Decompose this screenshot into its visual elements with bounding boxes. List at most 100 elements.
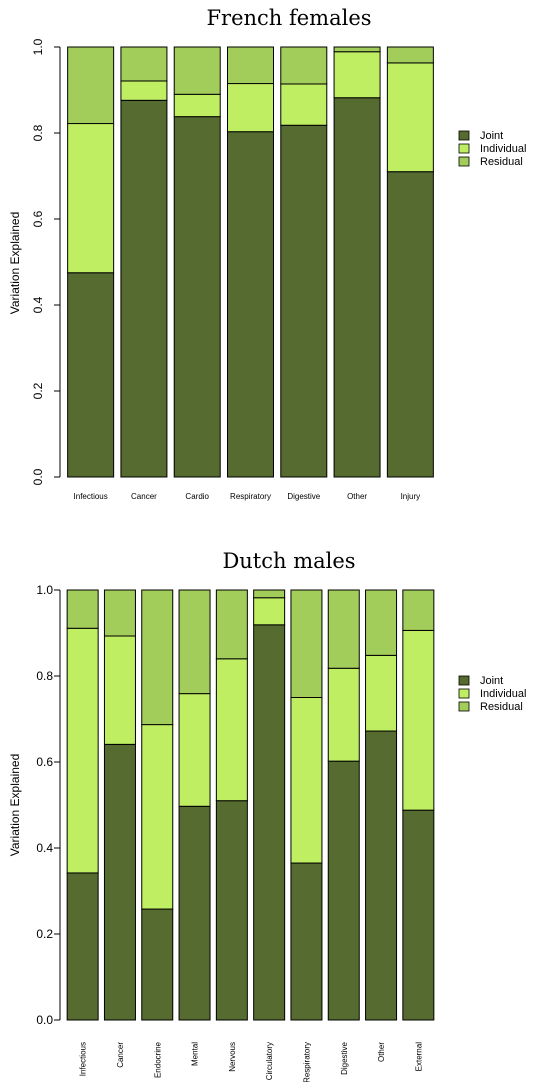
dutch-bar-segment-individual: [253, 597, 286, 626]
french-x-tick-label: Cardio: [185, 492, 209, 501]
french-y-tick-label: 1.0: [31, 38, 45, 55]
dutch-y-tick-label: 0.4: [36, 841, 53, 855]
french-y-tick-label: 0.8: [31, 124, 45, 141]
dutch-bar-segment-joint: [253, 624, 286, 1021]
dutch-legend-label-joint: Joint: [480, 675, 503, 687]
french-x-tick-label: Injury: [401, 492, 421, 501]
dutch-bar-segment-residual: [327, 589, 360, 669]
dutch-bar-segment-individual: [178, 693, 211, 807]
dutch-y-tick-label: 0.0: [36, 1013, 53, 1027]
dutch-bar-segment-individual: [103, 635, 136, 745]
dutch-bar-segment-individual: [365, 654, 398, 732]
dutch-bar-segment-joint: [327, 760, 360, 1021]
french-bar-segment-residual: [280, 46, 328, 85]
dutch-x-tick-label: Other: [377, 1042, 386, 1062]
dutch-x-tick-label: Mental: [191, 1042, 200, 1066]
dutch-legend-swatch-residual: [458, 701, 470, 712]
dutch-bar-segment-residual: [141, 589, 174, 726]
french-bar-segment-residual: [333, 46, 381, 53]
dutch-x-tick-label: Respiratory: [302, 1042, 311, 1082]
dutch-bar-segment-joint: [103, 743, 136, 1021]
french-bar-segment-residual: [386, 46, 434, 64]
french-legend-label-joint: Joint: [480, 130, 503, 142]
dutch-bar-segment-individual: [402, 629, 435, 811]
french-x-tick-label: Infectious: [74, 492, 108, 501]
dutch-bar-segment-individual: [66, 627, 99, 874]
dutch-bar-segment-individual: [290, 697, 323, 864]
french-bar-segment-individual: [120, 80, 168, 101]
french-y-tick-label: 0.0: [31, 468, 45, 485]
french-bar-segment-individual: [173, 93, 221, 118]
french-legend-label-residual: Residual: [480, 156, 523, 168]
dutch-bar-segment-residual: [402, 589, 435, 631]
french-x-tick-label: Respiratory: [230, 492, 271, 501]
french-bar-segment-joint: [67, 272, 115, 478]
dutch-bar-segment-individual: [215, 658, 248, 802]
dutch-bar-segment-joint: [215, 800, 248, 1021]
french-bar-segment-residual: [227, 46, 274, 85]
french-y-axis-label: Variation Explained: [8, 212, 22, 315]
french-x-tick-label: Other: [347, 492, 367, 501]
french-bar-segment-joint: [386, 171, 434, 478]
dutch-bar-segment-joint: [365, 730, 398, 1021]
dutch-x-tick-label: External: [414, 1042, 423, 1072]
french-bar-segment-individual: [386, 62, 434, 173]
dutch-bar-segment-residual: [365, 589, 398, 656]
dutch-bar-segment-joint: [290, 862, 323, 1021]
dutch-x-tick-label: Endocrine: [153, 1041, 162, 1078]
french-bar-segment-joint: [173, 116, 221, 478]
dutch-x-tick-label: Infectious: [79, 1042, 88, 1076]
dutch-bar-segment-residual: [66, 589, 99, 629]
dutch-bar-segment-individual: [141, 724, 174, 910]
french-legend-swatch-individual: [458, 143, 470, 154]
dutch-bar-segment-residual: [253, 589, 286, 599]
french-bar-segment-individual: [280, 83, 328, 126]
dutch-y-tick-label: 1.0: [36, 583, 53, 597]
dutch-bar-segment-residual: [103, 589, 136, 637]
french-bar-segment-joint: [333, 97, 381, 478]
dutch-x-tick-label: Cancer: [116, 1042, 125, 1068]
french-bar-segment-individual: [227, 83, 274, 133]
dutch-bar-segment-joint: [141, 908, 174, 1021]
french-legend-swatch-residual: [458, 156, 470, 167]
dutch-legend-label-residual: Residual: [480, 701, 523, 713]
dutch-x-tick-label: Circulatory: [265, 1042, 274, 1080]
french-bar-segment-individual: [67, 123, 115, 274]
dutch-bar-segment-joint: [66, 872, 99, 1021]
french-chart: French females Variation Explained 0.0 0.2 0…: [8, 6, 526, 501]
french-legend-label-individual: Individual: [480, 143, 526, 155]
french-y-tick-label: 0.2: [31, 382, 45, 399]
dutch-y-axis-label: Variation Explained: [8, 754, 22, 857]
dutch-legend-swatch-individual: [458, 688, 470, 699]
dutch-bar-segment-residual: [290, 589, 323, 698]
french-x-tick-label: Digestive: [287, 492, 320, 501]
french-legend-swatch-joint: [458, 130, 470, 141]
dutch-bar-segment-joint: [178, 805, 211, 1021]
french-x-tick-label: Cancer: [131, 492, 157, 501]
french-bar-segment-joint: [120, 99, 168, 478]
dutch-bar-segment-individual: [327, 667, 360, 762]
dutch-bar-segment-joint: [402, 809, 435, 1021]
dutch-x-tick-label: Digestive: [340, 1041, 349, 1074]
french-y-tick-label: 0.4: [31, 296, 45, 313]
dutch-x-tick-label: Nervous: [228, 1042, 237, 1072]
dutch-legend-swatch-joint: [458, 675, 470, 686]
dutch-chart-title: Dutch males: [222, 549, 355, 573]
french-bar-segment-residual: [67, 46, 115, 125]
french-bar-segment-residual: [120, 46, 168, 82]
dutch-bar-segment-residual: [178, 589, 211, 695]
french-bar-segment-individual: [333, 51, 381, 99]
dutch-chart: Dutch males Variation Explained 0.0 0.2 0.4 0…: [8, 549, 526, 1082]
dutch-y-tick-label: 0.8: [36, 669, 53, 683]
dutch-legend-label-individual: Individual: [480, 688, 526, 700]
french-y-tick-label: 0.6: [31, 210, 45, 227]
dutch-y-tick-label: 0.2: [36, 927, 53, 941]
french-bar-segment-joint: [280, 124, 328, 478]
french-bar-segment-joint: [227, 131, 274, 478]
dutch-y-tick-label: 0.6: [36, 755, 53, 769]
dutch-bar-segment-residual: [215, 589, 248, 660]
